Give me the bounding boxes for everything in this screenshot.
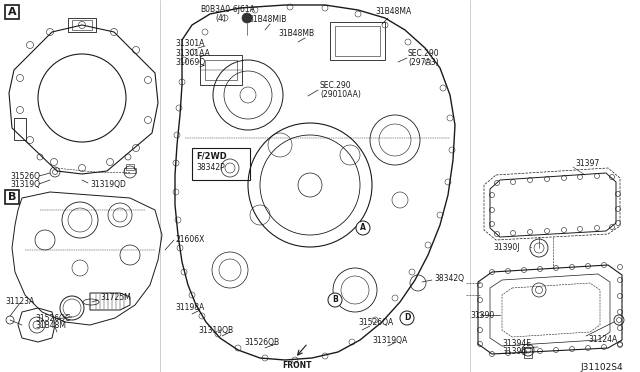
Text: 31319QD: 31319QD — [90, 180, 126, 189]
Text: 31B48MB: 31B48MB — [278, 29, 314, 38]
Text: 31123A: 31123A — [5, 298, 35, 307]
Text: 31526QC: 31526QC — [35, 314, 70, 323]
Bar — [524, 348, 532, 358]
Bar — [192, 148, 250, 180]
Bar — [126, 164, 134, 170]
Text: 21606X: 21606X — [175, 235, 204, 244]
Text: 31390J: 31390J — [493, 243, 520, 251]
Text: (29010AA): (29010AA) — [320, 90, 361, 99]
Text: F/2WD: F/2WD — [196, 151, 227, 160]
Bar — [68, 18, 96, 32]
Text: 38342Q: 38342Q — [434, 273, 464, 282]
Text: 31397: 31397 — [575, 158, 599, 167]
Circle shape — [242, 13, 252, 23]
Bar — [124, 168, 136, 173]
Bar — [205, 60, 237, 80]
Text: 31526Q: 31526Q — [10, 171, 40, 180]
Text: FRONT: FRONT — [282, 360, 312, 369]
Bar — [14, 118, 26, 140]
Bar — [335, 26, 380, 56]
Text: 31725M: 31725M — [100, 294, 131, 302]
Bar — [5, 190, 19, 204]
Bar — [330, 22, 385, 60]
Text: 31069Q: 31069Q — [175, 58, 205, 67]
Text: 31526QB: 31526QB — [244, 337, 279, 346]
Text: 31301A: 31301A — [175, 39, 204, 48]
Bar — [72, 20, 92, 30]
Text: 31301AA: 31301AA — [175, 48, 210, 58]
Text: 31B48M: 31B48M — [35, 321, 66, 330]
Text: 31319Q: 31319Q — [10, 180, 40, 189]
Text: 31198A: 31198A — [175, 304, 204, 312]
Text: SEC.290: SEC.290 — [408, 49, 440, 58]
Text: A: A — [360, 224, 366, 232]
Text: 31394E: 31394E — [502, 340, 531, 349]
Text: 31394: 31394 — [502, 347, 526, 356]
Text: 31319QA: 31319QA — [372, 336, 407, 344]
Text: D: D — [404, 314, 410, 323]
Text: B0B3A0-6J61A: B0B3A0-6J61A — [200, 6, 255, 15]
Text: A: A — [8, 7, 16, 17]
Text: SEC.290: SEC.290 — [320, 81, 351, 90]
Text: (4): (4) — [215, 13, 226, 22]
Circle shape — [356, 221, 370, 235]
Circle shape — [328, 293, 342, 307]
Bar — [5, 5, 19, 19]
Text: 31124A: 31124A — [588, 336, 617, 344]
Text: 31B48MIB: 31B48MIB — [248, 16, 286, 25]
Text: J31102S4: J31102S4 — [580, 362, 623, 372]
Bar — [200, 55, 242, 85]
Text: 31390: 31390 — [470, 311, 494, 320]
Text: 31B48MA: 31B48MA — [375, 7, 412, 16]
Text: 31319QB: 31319QB — [198, 326, 233, 334]
Text: B: B — [332, 295, 338, 305]
Text: B: B — [8, 192, 16, 202]
Text: 38342P: 38342P — [196, 164, 225, 173]
Circle shape — [400, 311, 414, 325]
Text: 31526QA: 31526QA — [358, 317, 393, 327]
Text: (297A3): (297A3) — [408, 58, 438, 67]
